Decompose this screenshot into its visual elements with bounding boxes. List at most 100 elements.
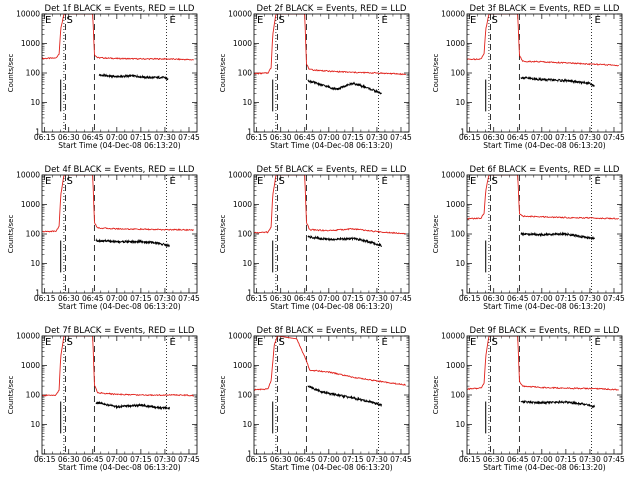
- plot-frame: [253, 13, 410, 133]
- panel-title: Det 2f BLACK = Events, RED = LLD: [257, 4, 407, 14]
- lld-series-line: [467, 336, 619, 391]
- lld-series-line: [467, 175, 619, 220]
- x-tick-label: 07:00: [531, 133, 553, 142]
- end-marker: E: [382, 176, 388, 187]
- x-tick-label: 06:30: [483, 294, 505, 303]
- y-tick-label: 10000: [441, 10, 465, 19]
- x-axis-label: Start Time (04-Dec-08 06:13:20): [483, 302, 605, 311]
- x-tick-label: 06:15: [246, 133, 268, 142]
- y-tick-label: 100: [238, 230, 253, 239]
- x-tick-label: 07:45: [603, 294, 625, 303]
- y-axis-label: Counts/sec: [432, 376, 440, 415]
- x-tick-label: 06:30: [483, 455, 505, 464]
- y-tick-label: 1: [247, 128, 252, 137]
- events-series-line: [95, 238, 171, 248]
- y-tick-label: 100: [451, 391, 466, 400]
- x-tick-label: 07:30: [579, 294, 601, 303]
- y-tick-label: 10000: [441, 171, 465, 180]
- plot-frame: [466, 174, 623, 294]
- x-tick-label: 07:30: [579, 455, 601, 464]
- events-series-line: [98, 73, 169, 81]
- y-tick-label: 10: [30, 259, 40, 268]
- y-axis-label: Counts/sec: [7, 54, 15, 93]
- end-marker: E: [382, 337, 388, 348]
- x-tick-label: 06:30: [270, 455, 292, 464]
- x-tick-label: 07:45: [390, 133, 412, 142]
- saa-marker: S: [279, 337, 285, 348]
- end-marker: E: [382, 15, 388, 26]
- lld-series-line: [467, 14, 619, 67]
- x-tick-label: 07:30: [366, 294, 388, 303]
- y-tick-label: 1: [460, 128, 465, 137]
- y-axis-label: Counts/sec: [219, 376, 227, 415]
- y-tick-label: 100: [451, 230, 466, 239]
- saa-marker: S: [67, 15, 73, 26]
- y-tick-label: 100: [26, 391, 41, 400]
- x-tick-label: 07:45: [603, 455, 625, 464]
- x-tick-label: 06:15: [34, 133, 56, 142]
- x-tick-label: 07:45: [603, 133, 625, 142]
- x-tick-label: 07:00: [106, 455, 128, 464]
- panel-det-2: Det 2f BLACK = Events, RED = LLD Counts/s…: [219, 4, 412, 150]
- plot-frame: [41, 335, 198, 455]
- x-tick-label: 07:00: [106, 294, 128, 303]
- start-marker: E: [470, 176, 476, 187]
- y-tick-label: 10: [242, 259, 252, 268]
- x-tick-label: 07:00: [318, 133, 340, 142]
- start-marker: E: [45, 15, 51, 26]
- y-tick-label: 10: [242, 98, 252, 107]
- x-tick-label: 07:15: [130, 294, 152, 303]
- x-tick-label: 06:45: [82, 133, 104, 142]
- x-tick-label: 07:45: [390, 294, 412, 303]
- x-tick-label: 07:00: [531, 294, 553, 303]
- x-tick-label: 06:30: [58, 455, 80, 464]
- events-series-line: [307, 385, 383, 407]
- x-tick-label: 07:30: [154, 133, 176, 142]
- lld-series-line: [42, 175, 194, 233]
- start-marker: E: [45, 337, 51, 348]
- x-tick-label: 06:45: [507, 133, 529, 142]
- x-tick-label: 06:15: [34, 455, 56, 464]
- y-tick-label: 1000: [21, 361, 40, 370]
- start-marker: E: [470, 15, 476, 26]
- y-tick-label: 1: [460, 450, 465, 459]
- y-tick-label: 1: [35, 289, 40, 298]
- x-tick-label: 06:30: [483, 133, 505, 142]
- saa-marker: S: [279, 15, 285, 26]
- lld-series-line: [254, 14, 407, 76]
- x-axis-label: Start Time (04-Dec-08 06:13:20): [483, 141, 605, 150]
- x-tick-label: 07:30: [154, 294, 176, 303]
- y-axis-label: Counts/sec: [432, 54, 440, 93]
- x-axis-label: Start Time (04-Dec-08 06:13:20): [483, 463, 605, 472]
- y-tick-label: 1000: [21, 39, 40, 48]
- end-marker: E: [170, 337, 176, 348]
- x-axis-label: Start Time (04-Dec-08 06:13:20): [58, 141, 180, 150]
- panel-title: Det 6f BLACK = Events, RED = LLD: [470, 165, 620, 175]
- lld-series-line: [42, 336, 194, 397]
- x-axis-label: Start Time (04-Dec-08 06:13:20): [270, 302, 392, 311]
- panel-title: Det 7f BLACK = Events, RED = LLD: [45, 326, 195, 336]
- x-tick-label: 06:45: [294, 455, 316, 464]
- x-tick-label: 07:15: [130, 455, 152, 464]
- panel-title: Det 9f BLACK = Events, RED = LLD: [470, 326, 620, 336]
- events-series-line: [307, 79, 383, 95]
- y-tick-label: 1: [247, 450, 252, 459]
- y-tick-label: 10000: [228, 10, 252, 19]
- x-axis-label: Start Time (04-Dec-08 06:13:20): [270, 463, 392, 472]
- x-tick-label: 06:15: [246, 294, 268, 303]
- x-tick-label: 07:45: [178, 133, 200, 142]
- x-tick-label: 07:30: [366, 455, 388, 464]
- lld-series-line: [254, 175, 406, 235]
- x-axis-label: Start Time (04-Dec-08 06:13:20): [270, 141, 392, 150]
- x-tick-label: 06:30: [270, 133, 292, 142]
- events-series-line: [95, 400, 171, 411]
- plot-frame: [466, 335, 623, 455]
- x-tick-label: 07:45: [178, 455, 200, 464]
- y-tick-label: 10: [30, 98, 40, 107]
- x-tick-label: 06:30: [58, 294, 80, 303]
- plot-frame: [41, 13, 198, 133]
- x-tick-label: 07:15: [555, 133, 577, 142]
- saa-marker: S: [492, 337, 498, 348]
- x-tick-label: 06:15: [459, 294, 481, 303]
